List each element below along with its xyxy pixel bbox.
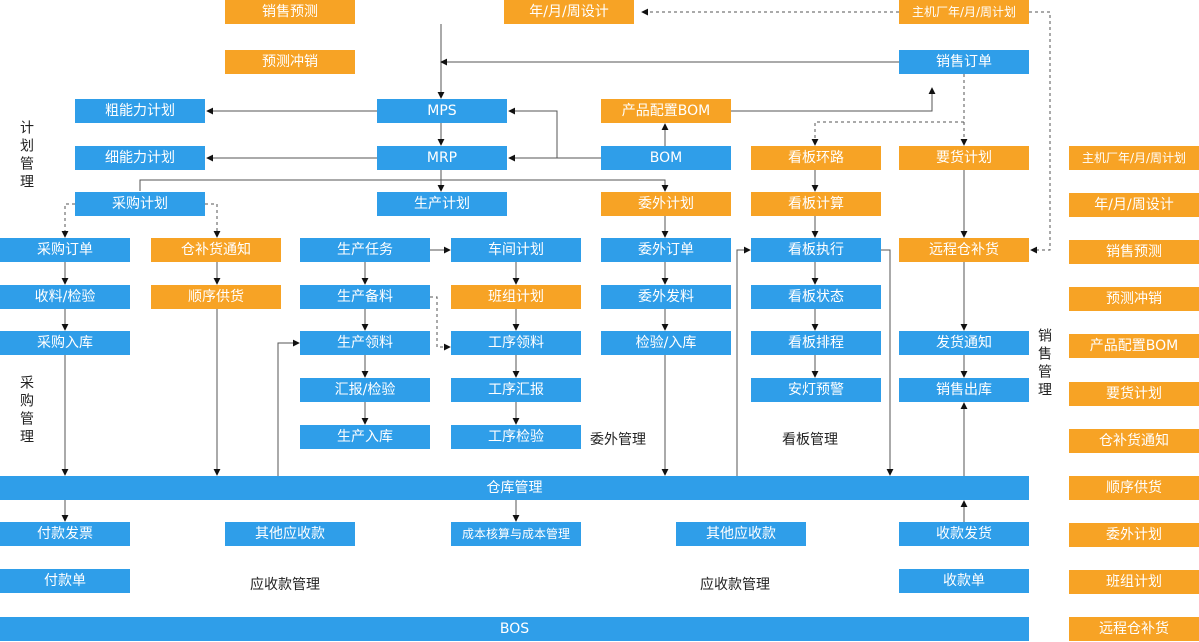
node: 其他应收款: [225, 522, 355, 546]
node: 付款单: [0, 569, 130, 593]
node: 工序领料: [451, 331, 581, 355]
node: 采购计划: [75, 192, 205, 216]
node: 检验/入库: [601, 331, 731, 355]
node: 工序汇报: [451, 378, 581, 402]
node: 主机厂年/月/周计划: [899, 0, 1029, 24]
node: 委外发料: [601, 285, 731, 309]
node: BOM: [601, 146, 731, 170]
arrows: [61, 8, 1051, 522]
legend-item: 仓补货通知: [1069, 428, 1199, 453]
node: 产品配置BOM: [601, 99, 731, 123]
section-label: 计划管理: [18, 120, 34, 192]
node: 看板计算: [751, 192, 881, 216]
node: 收款发货: [899, 522, 1029, 546]
node: 看板状态: [751, 285, 881, 309]
node: 采购入库: [0, 331, 130, 355]
legend-item: 远程仓补货: [1069, 617, 1199, 641]
section-label: 采购管理: [18, 375, 34, 447]
node: 看板排程: [751, 331, 881, 355]
legend-item: 要货计划: [1069, 381, 1199, 406]
node: 委外订单: [601, 238, 731, 262]
legend-item: 销售预测: [1069, 240, 1199, 265]
node: 细能力计划: [75, 146, 205, 170]
node: MPS: [377, 99, 507, 123]
node: 其他应收款: [676, 522, 806, 546]
node: BOS: [0, 617, 1029, 641]
node: 生产任务: [300, 238, 430, 262]
node: 采购订单: [0, 238, 130, 262]
node: 顺序供货: [151, 285, 281, 309]
node: 远程仓补货: [899, 238, 1029, 262]
node: 销售预测: [225, 0, 355, 24]
node: 仓库管理: [0, 476, 1029, 500]
section-label: 看板管理: [782, 432, 838, 448]
node: 年/月/周设计: [504, 0, 634, 24]
node: 看板执行: [751, 238, 881, 262]
section-label: 委外管理: [590, 432, 646, 448]
node: MRP: [377, 146, 507, 170]
node: 发货通知: [899, 331, 1029, 355]
node: 生产计划: [377, 192, 507, 216]
node: 要货计划: [899, 146, 1029, 170]
node: 预测冲销: [225, 50, 355, 74]
node: 看板环路: [751, 146, 881, 170]
node: 生产入库: [300, 425, 430, 449]
node: 安灯预警: [751, 378, 881, 402]
node: 付款发票: [0, 522, 130, 546]
section-label: 销售管理: [1036, 328, 1052, 400]
node: 生产备料: [300, 285, 430, 309]
legend-item: 预测冲销: [1069, 287, 1199, 312]
legend-item: 班组计划: [1069, 569, 1199, 594]
node: 销售订单: [899, 50, 1029, 74]
node: 汇报/检验: [300, 378, 430, 402]
legend-item: 顺序供货: [1069, 475, 1199, 500]
node: 收料/检验: [0, 285, 130, 309]
legend-item: 主机厂年/月/周计划: [1069, 146, 1199, 170]
legend-item: 年/月/周设计: [1069, 193, 1199, 218]
section-label: 应收款管理: [700, 577, 770, 593]
node: 成本核算与成本管理: [451, 522, 581, 546]
node: 仓补货通知: [151, 238, 281, 262]
node: 委外计划: [601, 192, 731, 216]
section-label: 应收款管理: [250, 577, 320, 593]
node: 销售出库: [899, 378, 1029, 402]
node: 工序检验: [451, 425, 581, 449]
node: 班组计划: [451, 285, 581, 309]
node: 收款单: [899, 569, 1029, 593]
node: 粗能力计划: [75, 99, 205, 123]
legend-item: 产品配置BOM: [1069, 334, 1199, 359]
node: 生产领料: [300, 331, 430, 355]
legend-item: 委外计划: [1069, 522, 1199, 547]
node: 车间计划: [451, 238, 581, 262]
